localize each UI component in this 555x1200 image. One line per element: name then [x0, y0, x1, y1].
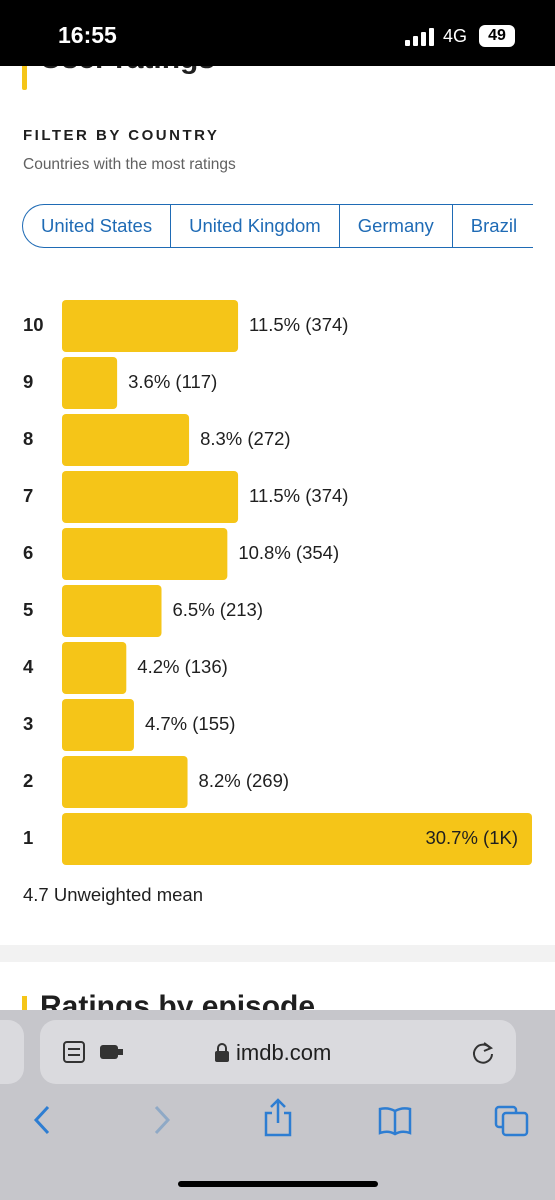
country-tabs: United States United Kingdom Germany Brazil — [22, 204, 533, 248]
bar — [62, 813, 532, 865]
home-indicator — [178, 1181, 378, 1187]
bookmarks[interactable] — [378, 1107, 412, 1136]
section-gap — [0, 945, 555, 962]
value-label: 11.5% (374) — [249, 314, 348, 335]
value-label: 11.5% (374) — [249, 485, 348, 506]
accent-bar — [22, 50, 27, 90]
bar — [62, 528, 228, 580]
accent-bar — [22, 996, 27, 1016]
bar — [62, 471, 239, 523]
battery: 49 — [479, 25, 515, 47]
filter-heading: FILTER BY COUNTRY — [23, 127, 220, 144]
ratings-chart: 10 11.5% (374) 9 3.6% (117) 8 8.3% (272) 7 11.5… — [23, 300, 532, 865]
share[interactable] — [264, 1098, 292, 1137]
tabs[interactable] — [494, 1105, 529, 1137]
reader-icons[interactable] — [62, 1040, 126, 1066]
value-label: 30.7% (1K) — [425, 827, 518, 848]
value-label: 8.3% (272) — [200, 428, 291, 449]
value-label: 6.5% (213) — [173, 599, 264, 620]
bar — [62, 585, 162, 637]
country-tab[interactable]: United States — [23, 205, 172, 247]
filter-subheading: Countries with the most ratings — [23, 156, 236, 173]
rating-label: 5 — [23, 599, 33, 620]
bar — [62, 414, 190, 466]
back[interactable] — [33, 1105, 50, 1135]
mean: 4.7 Unweighted mean — [23, 884, 203, 905]
signal-icon — [405, 28, 434, 46]
bar — [62, 300, 239, 352]
value-label: 4.7% (155) — [145, 713, 236, 734]
bar — [62, 699, 134, 751]
url[interactable]: imdb.com — [236, 1040, 332, 1065]
rating-label: 9 — [23, 371, 33, 392]
rating-label: 7 — [23, 485, 33, 506]
status-bar: 16:55 4G 49 — [0, 0, 555, 66]
clock: 16:55 — [58, 22, 117, 48]
country-tab[interactable]: Germany — [340, 205, 453, 247]
bar — [62, 357, 118, 409]
tab-pill[interactable] — [0, 1020, 24, 1084]
rating-label: 2 — [23, 770, 33, 791]
rating-label: 1 — [23, 827, 33, 848]
network: 4G — [443, 26, 468, 46]
rating-label: 8 — [23, 428, 33, 449]
value-label: 3.6% (117) — [128, 371, 217, 392]
rating-label: 3 — [23, 713, 33, 734]
lock-icon — [215, 1043, 229, 1062]
forward[interactable] — [154, 1105, 171, 1135]
browser-nav — [33, 1098, 529, 1187]
rating-label: 10 — [23, 314, 44, 335]
country-tab[interactable]: Brazil — [453, 205, 533, 247]
rating-label: 6 — [23, 542, 33, 563]
bar — [62, 642, 127, 694]
bar — [62, 756, 188, 808]
reload-icon[interactable] — [470, 1040, 496, 1066]
value-label: 10.8% (354) — [238, 542, 339, 563]
rating-label: 4 — [23, 656, 34, 677]
country-tab[interactable]: United Kingdom — [171, 205, 340, 247]
value-label: 8.2% (269) — [199, 770, 290, 791]
value-label: 4.2% (136) — [137, 656, 228, 677]
